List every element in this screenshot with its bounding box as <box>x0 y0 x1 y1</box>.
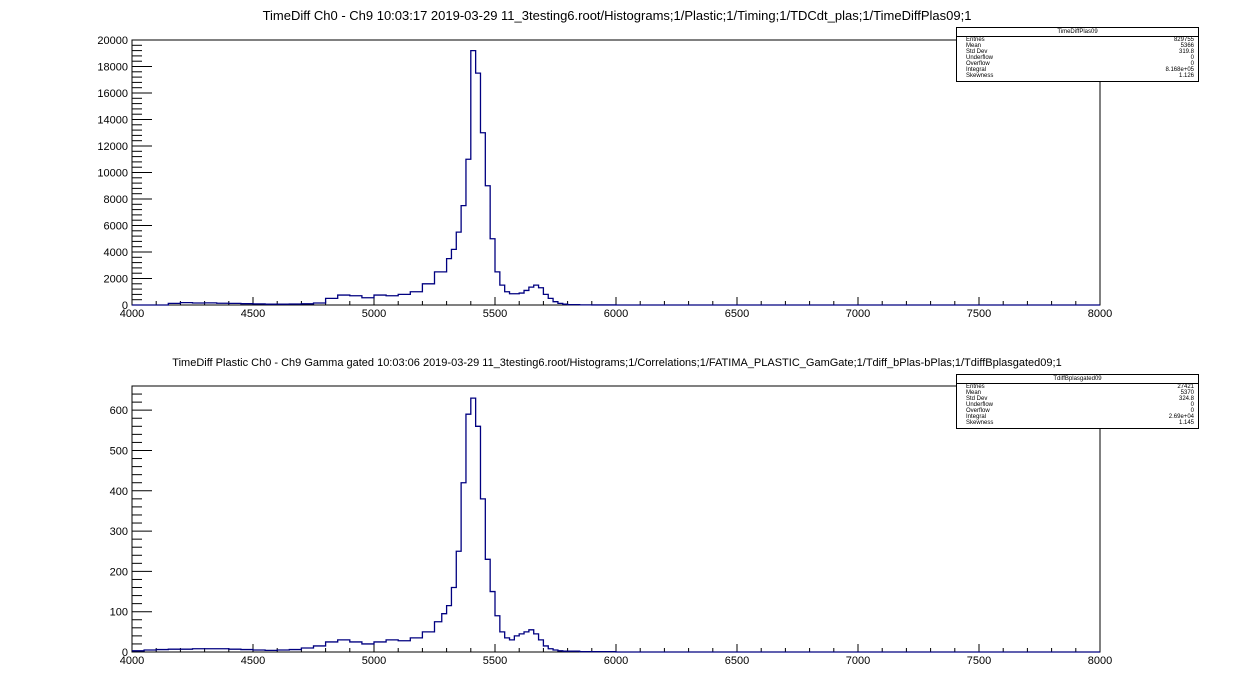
y-tick-label: 20000 <box>97 35 128 47</box>
stats-row: Overflow 0 <box>966 61 1194 67</box>
y-tick-label: 600 <box>110 405 128 417</box>
x-tick-label: 5000 <box>362 308 386 320</box>
top-chart-title: TimeDiff Ch0 - Ch9 10:03:17 2019-03-29 1… <box>262 8 972 23</box>
stats-row: Skewness 1.126 <box>966 73 1194 79</box>
y-tick-label: 4000 <box>104 247 128 259</box>
plot-frame <box>131 39 1101 306</box>
x-tick-label: 6000 <box>604 655 628 667</box>
x-tick-label: 7500 <box>967 308 991 320</box>
x-tick-label: 4500 <box>241 308 265 320</box>
stats-row: Entries 27421 <box>966 384 1194 390</box>
bottom-stats-name: TdiffBplasgated09 <box>957 375 1198 384</box>
stats-row: Underflow 0 <box>966 55 1194 61</box>
x-tick-label: 7000 <box>846 308 870 320</box>
x-tick-label: 8000 <box>1088 655 1112 667</box>
top-stats-box: TimeDiffPlas09 Entries 829755 Mean 5366 St… <box>956 27 1199 82</box>
x-tick-label: 7000 <box>846 655 870 667</box>
y-tick-label: 16000 <box>97 88 128 100</box>
y-tick-label: 10000 <box>97 168 128 180</box>
x-tick-label: 4000 <box>120 308 144 320</box>
stats-row: Mean 5370 <box>966 390 1194 396</box>
stats-row: Overflow 0 <box>966 408 1194 414</box>
y-tick-label: 200 <box>110 566 128 578</box>
stats-row: Integral 2.69e+04 <box>966 414 1194 420</box>
bottom-histogram: 4000 4500 5000 5500 6000 6500 7000 7500 8000 0 100… <box>110 385 1112 667</box>
y-tick-label: 0 <box>122 300 128 312</box>
top-stats-name: TimeDiffPlas09 <box>957 28 1198 37</box>
y-tick-label: 14000 <box>97 115 128 127</box>
histogram-series-line <box>132 49 1100 306</box>
histogram-series-line <box>132 397 1100 653</box>
y-tick-label: 0 <box>122 647 128 659</box>
x-tick-label: 8000 <box>1088 308 1112 320</box>
bottom-stats-box: TdiffBplasgated09 Entries 27421 Mean 5370 … <box>956 374 1199 429</box>
y-tick-label: 12000 <box>97 141 128 153</box>
x-tick-label: 5500 <box>483 655 507 667</box>
y-tick-label: 2000 <box>104 274 128 286</box>
y-tick-label: 100 <box>110 607 128 619</box>
x-tick-label: 4000 <box>120 655 144 667</box>
y-tick-label: 18000 <box>97 62 128 74</box>
stats-row: Skewness 1.145 <box>966 420 1194 426</box>
x-tick-label: 5000 <box>362 655 386 667</box>
stats-row: Entries 829755 <box>966 37 1194 43</box>
x-tick-label: 7500 <box>967 655 991 667</box>
stats-row: Underflow 0 <box>966 402 1194 408</box>
x-tick-label: 5500 <box>483 308 507 320</box>
y-tick-label: 400 <box>110 486 128 498</box>
stats-row: Std Dev 324.8 <box>966 396 1194 402</box>
stats-row: Integral 8.168e+05 <box>966 67 1194 73</box>
y-tick-label: 300 <box>110 526 128 538</box>
y-tick-label: 500 <box>110 445 128 457</box>
y-tick-label: 6000 <box>104 221 128 233</box>
plot-frame <box>131 385 1101 653</box>
x-tick-label: 6000 <box>604 308 628 320</box>
stats-row: Std Dev 319.8 <box>966 49 1194 55</box>
top-histogram: 4000 4500 5000 5500 6000 6500 7000 7500 8000 0 200… <box>97 35 1112 320</box>
x-tick-label: 4500 <box>241 655 265 667</box>
y-tick-label: 8000 <box>104 194 128 206</box>
x-tick-label: 6500 <box>725 655 749 667</box>
x-tick-label: 6500 <box>725 308 749 320</box>
bottom-chart-title: TimeDiff Plastic Ch0 - Ch9 Gamma gated 1… <box>172 357 1062 369</box>
stats-row: Mean 5366 <box>966 43 1194 49</box>
